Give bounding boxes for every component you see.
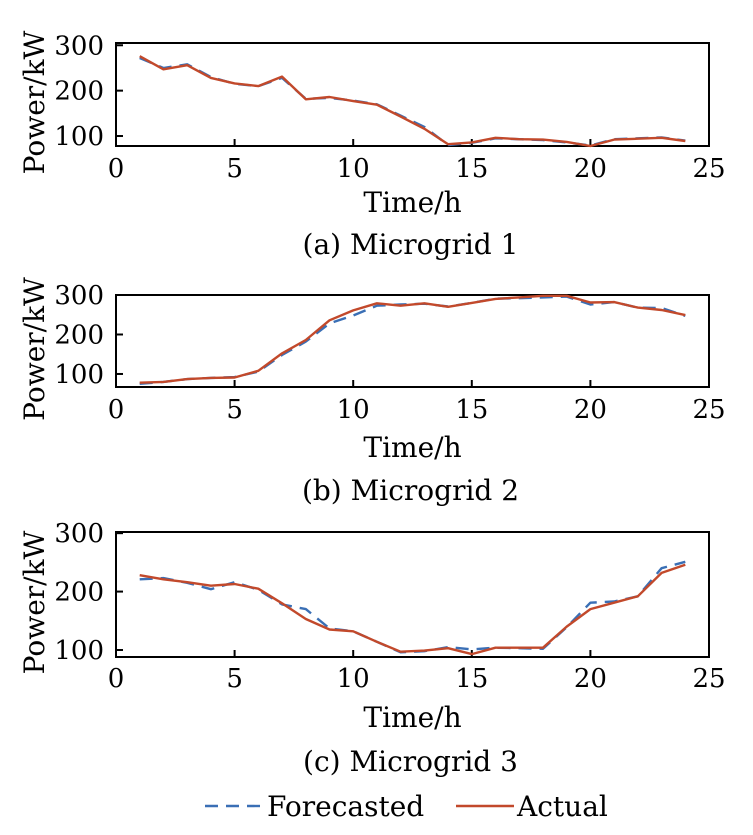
chart-panel-3: 0 5 10 15 20 25 100 200 300 Time/h Power/kW (c) Mic… — [18, 519, 726, 778]
y-axis-title: Power/kW — [18, 530, 51, 674]
y-tick-label: 100 — [54, 360, 104, 390]
x-axis-title: Time/h — [363, 431, 461, 464]
y-tick-label: 100 — [54, 122, 104, 152]
y-tick-label: 200 — [54, 320, 104, 350]
panel-caption: (a) Microgrid 1 — [303, 228, 519, 261]
x-tick-label: 0 — [108, 395, 125, 425]
y-tick-label: 200 — [54, 77, 104, 107]
y-axis-title: Power/kW — [18, 277, 51, 421]
y-tick-label: 300 — [54, 519, 104, 549]
x-axis-title: Time/h — [363, 186, 461, 219]
x-tick-label: 5 — [226, 154, 243, 184]
y-tick-label: 200 — [54, 578, 104, 608]
x-tick-label: 15 — [455, 395, 488, 425]
y-tick-label: 300 — [54, 281, 104, 311]
legend: Forecasted Actual — [205, 790, 608, 823]
legend-forecasted-label: Forecasted — [267, 790, 424, 823]
panel-caption: (c) Microgrid 3 — [303, 745, 518, 778]
x-tick-label: 10 — [337, 154, 370, 184]
forecasted-series-line — [139, 295, 686, 385]
x-tick-label: 5 — [226, 664, 243, 694]
actual-series-line — [139, 55, 686, 148]
y-axis-title: Power/kW — [18, 30, 51, 174]
forecasted-series-line — [139, 560, 686, 654]
x-tick-label: 25 — [692, 664, 725, 694]
y-tick-label: 100 — [54, 636, 104, 666]
y-tick-label: 300 — [54, 31, 104, 61]
x-tick-label: 5 — [226, 395, 243, 425]
x-tick-label: 10 — [337, 664, 370, 694]
actual-series-line — [139, 294, 686, 384]
x-tick-label: 15 — [455, 154, 488, 184]
actual-series-line — [139, 563, 686, 656]
x-tick-label: 20 — [574, 664, 607, 694]
plot-frame — [115, 294, 710, 388]
x-tick-label: 15 — [455, 664, 488, 694]
chart-panel-2: 0 5 10 15 20 25 100 200 300 Time/h Power/kW (b) Mic… — [18, 277, 726, 507]
x-tick-label: 25 — [692, 154, 725, 184]
x-tick-label: 10 — [337, 395, 370, 425]
x-tick-label: 25 — [692, 395, 725, 425]
legend-actual-label: Actual — [516, 790, 608, 823]
x-axis-title: Time/h — [363, 701, 461, 734]
x-tick-label: 20 — [574, 395, 607, 425]
plot-frame — [115, 531, 710, 658]
forecasted-series-line — [139, 56, 686, 147]
x-tick-label: 0 — [108, 154, 125, 184]
panel-caption: (b) Microgrid 2 — [302, 474, 519, 507]
x-tick-label: 20 — [574, 154, 607, 184]
chart-panel-1: 0 5 10 15 20 25 100 200 300 Time/h Power/kW (a) Mic… — [18, 30, 726, 261]
x-tick-label: 0 — [108, 664, 125, 694]
plot-frame — [115, 42, 710, 147]
